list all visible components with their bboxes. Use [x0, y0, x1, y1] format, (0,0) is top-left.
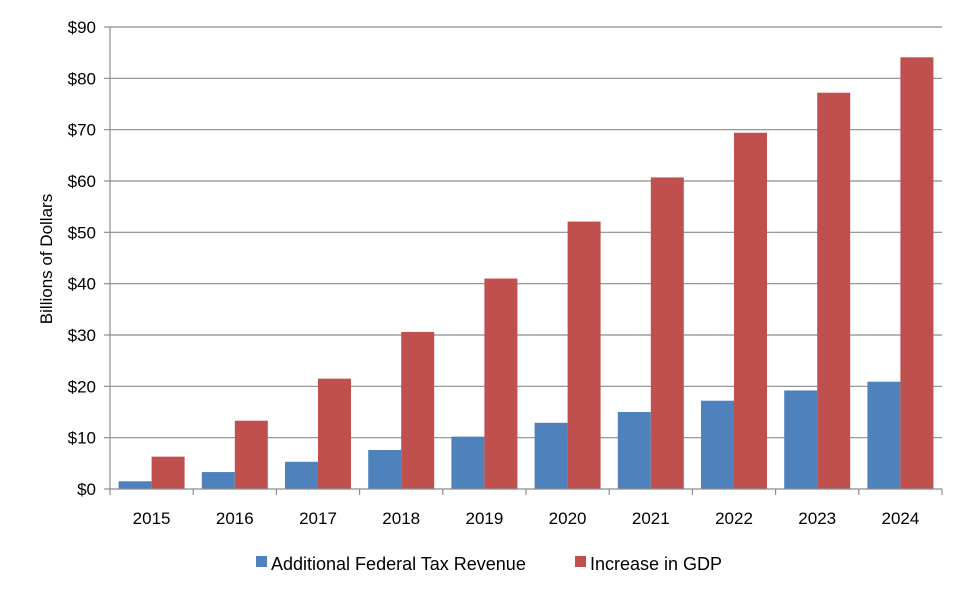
x-axis-ticks: 2015 2016 2017 2018 2019 2020 2021 2022 2023 2024 [109, 489, 943, 528]
tax-revenue-bar [451, 436, 485, 489]
y-tick-label: $60 [68, 172, 96, 191]
x-tick-label: 2019 [465, 509, 503, 528]
gdp-increase-bar [650, 177, 684, 489]
y-axis-label: Billions of Dollars [37, 194, 56, 324]
tax-revenue-bar [867, 381, 901, 489]
y-tick-label: $50 [68, 223, 96, 242]
legend: Additional Federal Tax Revenue Increase i… [256, 554, 722, 574]
gdp-increase-bar [401, 331, 435, 489]
legend-swatch-tax-revenue [256, 556, 267, 567]
gdp-increase-bar [151, 456, 185, 489]
x-tick-label: 2016 [216, 509, 254, 528]
y-axis-ticks: $0 $10 $20 $30 $40 $50 $60 $70 $80 $90 [68, 18, 110, 499]
tax-revenue-bar [534, 422, 568, 489]
gdp-increase-bar [484, 278, 518, 489]
gdp-increase-bar [234, 420, 268, 489]
y-tick-label: $90 [68, 18, 96, 37]
x-tick-label: 2020 [549, 509, 587, 528]
legend-label-tax-revenue: Additional Federal Tax Revenue [271, 554, 526, 574]
gdp-increase-bar [734, 132, 767, 489]
bars [118, 57, 934, 489]
legend-swatch-gdp-increase [575, 556, 586, 567]
tax-revenue-bar [368, 449, 402, 489]
tax-revenue-bar [118, 481, 152, 489]
tax-revenue-bar [201, 472, 235, 489]
y-tick-label: $10 [68, 429, 96, 448]
x-tick-label: 2022 [715, 509, 753, 528]
gdp-increase-bar [900, 57, 934, 489]
x-tick-label: 2021 [632, 509, 670, 528]
tax-revenue-bar [285, 461, 318, 489]
tax-revenue-bar [617, 412, 651, 489]
x-tick-label: 2024 [881, 509, 919, 528]
y-tick-label: $0 [77, 480, 96, 499]
x-tick-label: 2023 [798, 509, 836, 528]
gridlines [110, 26, 942, 439]
tax-revenue-bar [701, 400, 734, 489]
x-tick-label: 2018 [382, 509, 420, 528]
gdp-increase-bar [318, 378, 351, 489]
y-tick-label: $40 [68, 275, 96, 294]
y-tick-label: $30 [68, 326, 96, 345]
y-tick-label: $20 [68, 377, 96, 396]
gdp-increase-bar [817, 92, 851, 489]
x-tick-label: 2017 [299, 509, 337, 528]
gdp-increase-bar [567, 221, 601, 489]
tax-revenue-bar [784, 390, 818, 489]
y-tick-label: $80 [68, 69, 96, 88]
y-tick-label: $70 [68, 121, 96, 140]
legend-label-gdp-increase: Increase in GDP [590, 554, 722, 574]
x-tick-label: 2015 [133, 509, 171, 528]
